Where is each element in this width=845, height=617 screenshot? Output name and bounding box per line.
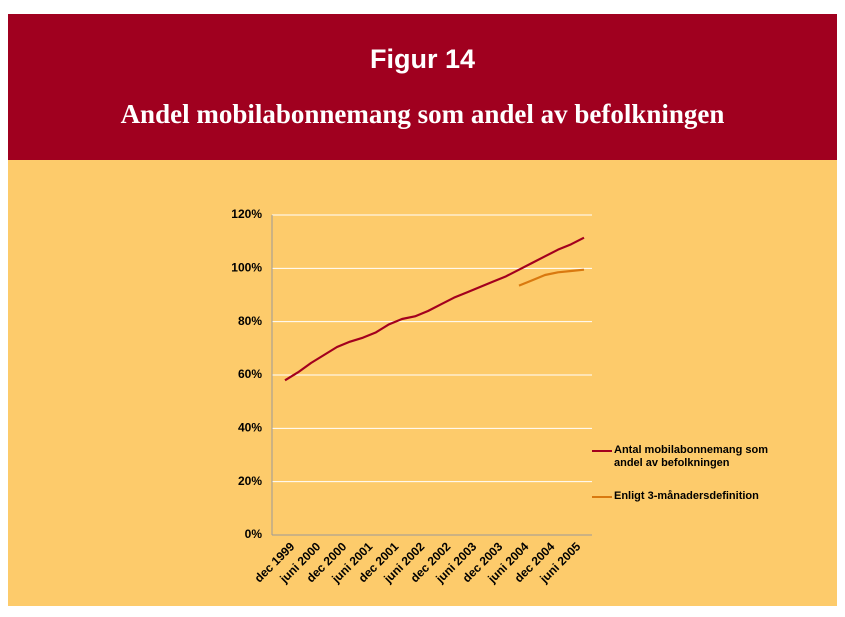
series-line (518, 268, 585, 287)
title: Figur 14 (369, 44, 476, 74)
legend-entry: Enligt 3-månadersdefinition (592, 490, 782, 503)
legend-swatch (592, 450, 612, 452)
y-tick-label: 20% (238, 474, 262, 488)
y-tick-label: 0% (245, 527, 263, 541)
header: Figur 14 Andel mobilabonnemang som andel… (8, 14, 837, 160)
y-tick-label: 80% (238, 314, 262, 328)
y-tick-label: 120% (231, 207, 262, 221)
legend-label: Antal mobilabonnemang som andel av befol… (614, 444, 769, 469)
legend-swatch (592, 496, 612, 498)
subtitle: Andel mobilabonnemang som andel av befol… (120, 99, 725, 129)
series-line (284, 236, 585, 382)
legend-label: Enligt 3-månadersdefinition (614, 490, 759, 502)
y-tick-label: 100% (231, 261, 262, 275)
y-tick-label: 60% (238, 367, 262, 381)
panel (8, 160, 837, 606)
legend-entry: Antal mobilabonnemang som andel av befol… (592, 444, 782, 470)
y-tick-label: 40% (238, 421, 262, 435)
legend: Antal mobilabonnemang som andel av befol… (592, 444, 782, 523)
